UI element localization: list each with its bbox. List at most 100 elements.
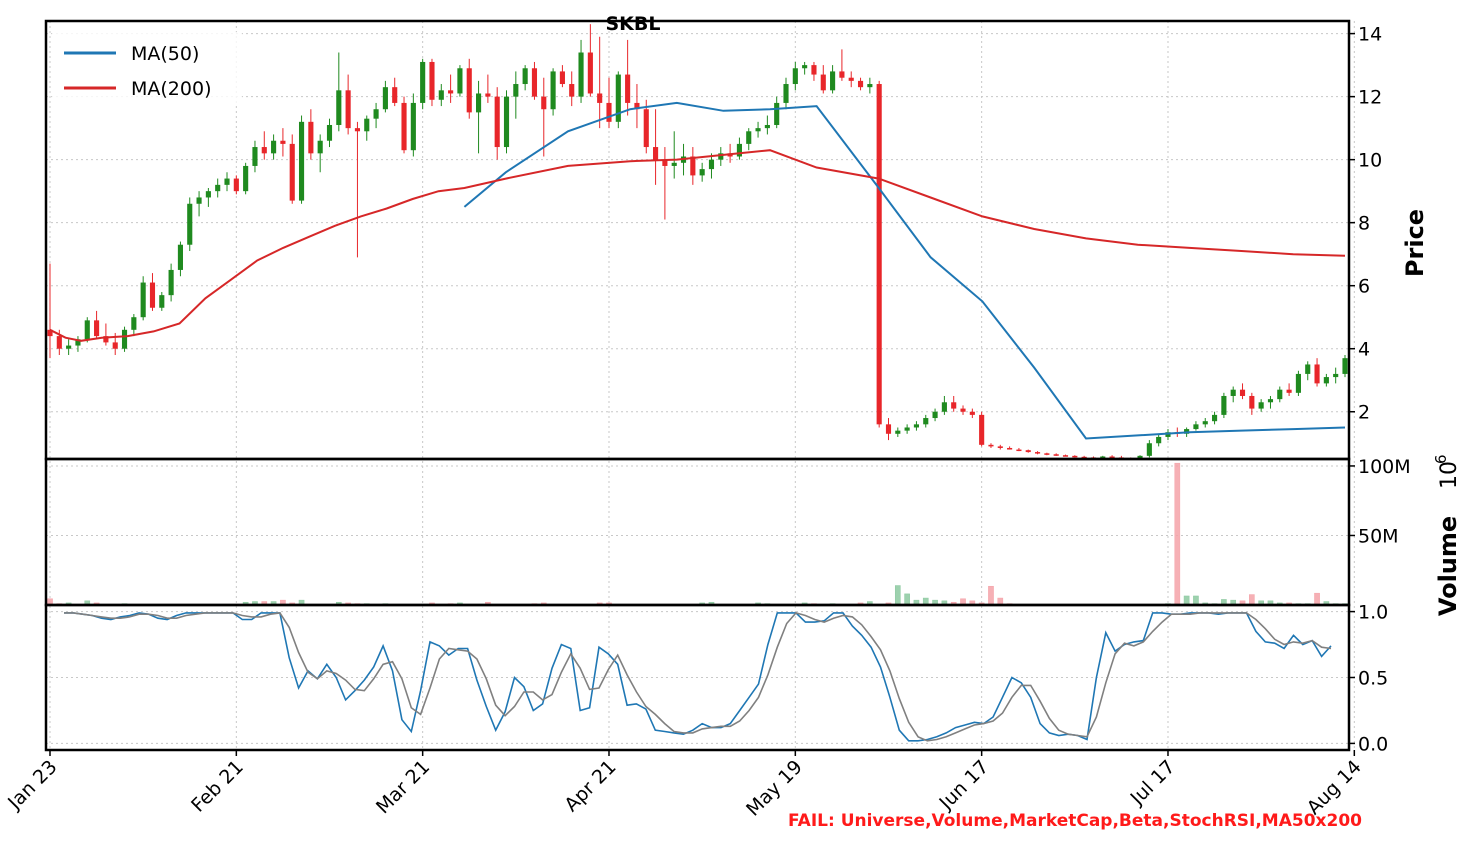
candle-body [708,159,715,170]
candle-body [121,329,128,349]
candle-body [410,102,416,151]
candle-body [271,140,277,154]
candle-body [1342,358,1348,374]
candle-body [205,191,211,198]
volume-bar [894,585,901,606]
candle-body [1212,414,1218,422]
stochrsi-k-line [64,612,1332,742]
candle-body [941,402,947,412]
candle-body [308,121,314,154]
candle-body [494,96,500,148]
candle-body [1025,450,1031,453]
candle-body [401,102,407,151]
price-tick-label: 4 [1358,339,1370,361]
price-panel [47,24,1348,460]
candle-body [1062,455,1069,457]
candle-body [606,102,612,122]
price-tick-label: 8 [1358,213,1370,235]
candle-body [438,90,444,100]
candle-body [429,61,435,100]
candle-body [1239,389,1246,396]
volume-bar [1183,595,1190,606]
panel-frames [44,19,1351,752]
candle-body [736,143,742,157]
candle-body [466,68,472,113]
stochrsi-d-line [64,611,1332,742]
candle-body [1146,443,1152,456]
candle-body [1267,399,1274,403]
candle-body [94,320,100,337]
candle-body [923,418,929,425]
candle-body [1007,447,1013,450]
candle-body [289,143,295,201]
candle-body [1109,456,1115,458]
candle-body [960,408,966,412]
x-tick-label: Mar 21 [372,756,434,818]
candle-body [569,84,575,97]
candle-body [876,84,882,425]
price-tick-label: 14 [1358,24,1382,46]
candle-body [280,140,286,144]
x-tick-label: Feb 21 [187,756,248,817]
candle-body [848,77,854,81]
volume-axis-label: Volume [1434,516,1462,616]
candle-body [420,61,426,103]
candle-body [857,80,864,88]
price-tick-label: 2 [1358,402,1370,424]
candle-body [261,147,267,154]
candle-body [1072,455,1078,458]
volume-bar [1249,594,1255,606]
candle-body [243,165,249,192]
candle-body [885,424,892,434]
candle-body [587,52,593,94]
x-tick-label: Jan 23 [3,756,61,814]
stochrsi-panel [64,611,1332,742]
candle-body [755,128,761,132]
volume-bar [1314,592,1320,606]
candle-body [653,147,659,160]
candle-body [131,317,137,330]
candle-body [1258,402,1264,409]
candle-body [792,68,798,85]
candle-body [1156,436,1162,444]
candle-body [559,71,565,85]
candle-body [1044,453,1050,455]
volume-bar [904,593,910,606]
candle-body [364,118,370,132]
stochrsi-tick-label: 0.5 [1358,668,1388,690]
legend: MA(50) MA(200) [52,32,242,104]
candle-body [522,68,528,85]
candle-body [1230,389,1236,396]
grid-lines [46,21,1355,750]
candle-body [774,102,780,125]
ma50-line [463,101,1346,440]
candle-body [103,336,109,343]
candle-body [550,71,556,110]
candle-body [746,131,752,144]
candle-body [475,93,482,113]
candle-body [373,109,379,119]
candle-body [634,102,640,110]
candle-body [979,414,985,445]
candle-body [233,178,239,192]
x-tick-label: Jun 17 [935,756,994,815]
volume-frame [44,457,1351,607]
candle-body [1165,432,1171,437]
candle-body [503,96,510,148]
candle-body [326,124,333,141]
candle-body [215,184,221,192]
candle-body [662,159,668,166]
candle-body [531,68,538,97]
candle-body [578,52,584,97]
candle-body [513,84,519,97]
candle-body [1221,395,1227,415]
candle-body [392,87,398,103]
candle-body [1202,421,1208,425]
candle-body [168,269,174,296]
price-tick-label: 10 [1358,150,1382,172]
volume-tick-label: 100M [1358,456,1411,478]
candle-body [1053,454,1059,456]
candle-body [904,427,910,431]
candle-body [448,90,454,94]
